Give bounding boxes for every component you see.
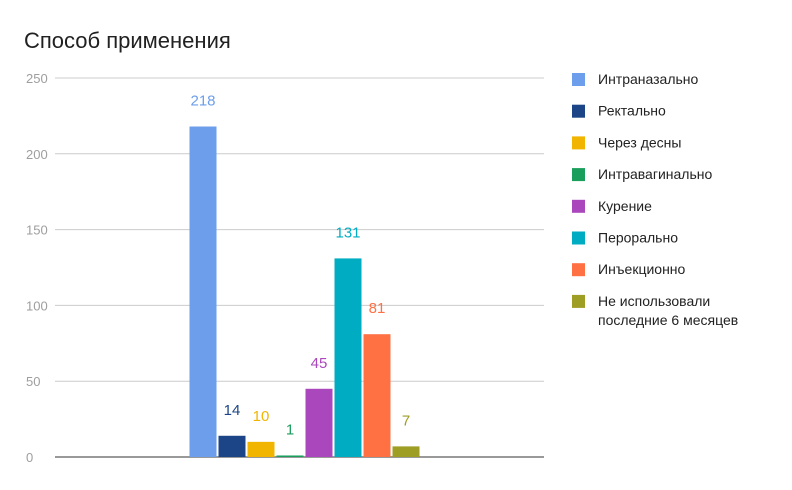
legend-swatch	[572, 294, 585, 308]
bar	[218, 435, 246, 457]
y-tick-label: 250	[26, 71, 48, 86]
legend-swatch	[572, 231, 585, 245]
y-tick-label: 0	[26, 450, 33, 465]
chart-title: Способ применения	[24, 28, 231, 53]
y-tick-label: 50	[26, 374, 40, 389]
data-label: 131	[335, 224, 360, 241]
bars	[189, 126, 420, 458]
legend-swatch	[572, 263, 585, 277]
data-label: 45	[311, 355, 328, 372]
data-label: 10	[253, 408, 270, 425]
y-tick-label: 150	[26, 223, 48, 238]
data-label: 81	[369, 300, 386, 317]
bar	[334, 258, 362, 457]
y-tick-label: 100	[26, 298, 48, 313]
legend-swatch	[572, 73, 585, 86]
y-tick-label: 200	[26, 147, 48, 162]
bar	[363, 334, 391, 457]
legend-swatch	[572, 199, 585, 213]
legend-label: Перорально	[598, 230, 678, 246]
legend-label: Через десны	[598, 134, 681, 150]
bar	[392, 446, 420, 457]
legend-swatch	[572, 104, 585, 118]
legend-label: Не использовали последние 6 месяцев	[598, 293, 738, 328]
legend-label: Курение	[598, 198, 652, 214]
legend-label: Инъекционно	[598, 261, 686, 277]
legend-swatch	[572, 168, 585, 182]
legend-swatch	[572, 136, 585, 150]
data-label: 14	[224, 402, 241, 419]
bar	[189, 126, 217, 458]
legend: Интраназально Ректально Через десны Интрава…	[572, 71, 738, 328]
bar	[305, 388, 333, 457]
legend-label: Интравагинально	[598, 166, 712, 182]
gridlines: 0 50 100 150 200 250	[26, 71, 544, 465]
data-label: 7	[402, 412, 410, 429]
data-label: 1	[286, 421, 294, 438]
bar	[247, 441, 275, 457]
data-label: 218	[190, 93, 215, 110]
legend-label: Ректально	[598, 103, 666, 119]
legend-label: Интраназально	[598, 71, 699, 87]
data-labels: 218 14 10 1 45 131 81 7	[190, 93, 410, 439]
bar	[276, 455, 304, 457]
